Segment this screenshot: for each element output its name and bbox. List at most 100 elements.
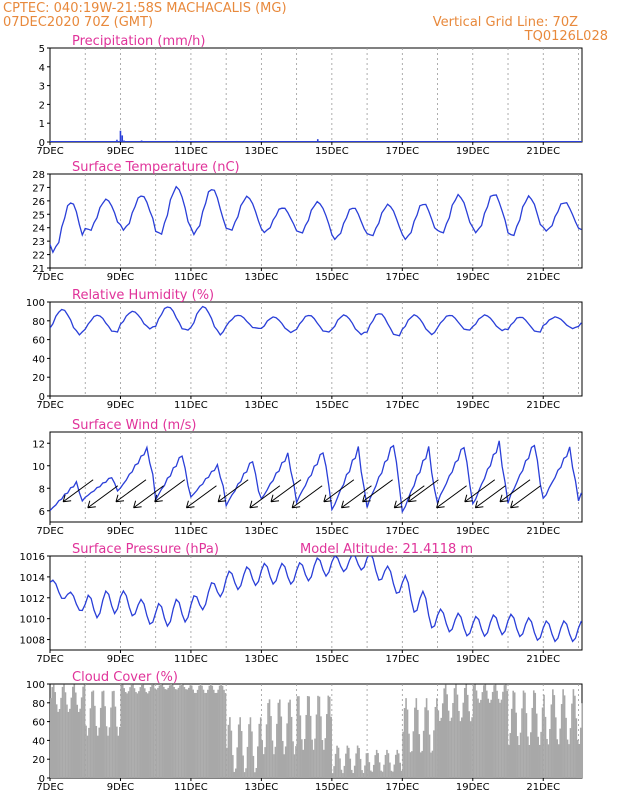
cloud-bar: [342, 773, 344, 778]
y-tick-label: 0: [39, 138, 45, 149]
cloud-bar: [474, 684, 476, 778]
cloud-bar: [299, 715, 302, 778]
precip-bar: [121, 135, 124, 142]
cloud-bar: [189, 685, 192, 778]
cloud-bar: [485, 690, 488, 778]
wind-arrow: [464, 479, 496, 503]
cloud-bar: [562, 689, 564, 778]
cloud-bar: [368, 762, 371, 778]
x-tick-label: 11DEC: [174, 400, 208, 411]
x-tick-label: 11DEC: [174, 526, 208, 537]
cloud-bar: [118, 727, 121, 778]
cloud-bar: [270, 716, 272, 778]
cloud-bar: [334, 753, 337, 778]
cloud-bar: [456, 694, 459, 778]
x-tick-label: 19DEC: [456, 654, 490, 665]
cloud-bar: [221, 685, 224, 778]
panel-title: Cloud Cover (%): [72, 670, 178, 685]
cloud-bar: [324, 738, 327, 778]
cloud-bar: [331, 773, 334, 778]
cloud-bar: [217, 689, 219, 778]
cloud-bar: [386, 749, 388, 778]
cloud-bar: [383, 764, 385, 778]
cloud-bar: [148, 691, 150, 778]
cloud-bar: [215, 692, 218, 778]
cloud-bar: [287, 702, 290, 778]
cloud-bar: [403, 708, 406, 778]
cloud-bar: [187, 687, 190, 778]
wind-arrow: [249, 485, 281, 509]
cloud-bar: [214, 692, 217, 778]
cloud-bar: [513, 692, 516, 778]
cloud-bar: [121, 684, 124, 778]
cloud-bar: [519, 732, 522, 778]
x-tick-label: 19DEC: [456, 146, 490, 157]
cloud-bar: [524, 692, 526, 778]
cloud-bar: [198, 685, 200, 778]
cloud-bar: [434, 706, 437, 778]
wind-arrow-head: [217, 494, 227, 503]
cloud-bar: [544, 716, 547, 778]
cloud-bar: [99, 707, 102, 778]
cloud-bar: [240, 731, 243, 778]
cloud-bar: [353, 765, 356, 778]
cloud-bar: [262, 754, 265, 778]
cloud-bar: [145, 692, 148, 778]
wind-arrow: [291, 485, 323, 509]
cloud-bar: [362, 772, 365, 778]
cloud-bar: [378, 762, 381, 778]
y-tick-label: 2: [39, 100, 45, 111]
x-tick-label: 17DEC: [385, 272, 419, 283]
cloud-bar: [336, 745, 338, 778]
cloud-bar: [418, 734, 421, 778]
cloud-bar: [67, 711, 70, 778]
cloud-bar: [173, 686, 175, 778]
cloud-bar: [408, 733, 410, 778]
cloud-bar: [496, 690, 498, 778]
cloud-bar: [563, 695, 566, 778]
cloud-bar: [506, 690, 509, 778]
cloud-bar: [443, 688, 446, 778]
cloud-bar: [164, 689, 167, 778]
cloud-bar: [333, 766, 335, 778]
x-tick-label: 9DEC: [107, 146, 134, 157]
cloud-bar: [502, 691, 504, 778]
x-tick-label: 13DEC: [245, 654, 279, 665]
panel-rh: 7DEC 9DEC 11DEC 13DEC 15DEC 17DEC 19DEC 21DEC 0 2…: [26, 288, 583, 411]
cloud-bar: [165, 689, 168, 778]
cloud-bar: [491, 691, 494, 778]
cloud-bar: [462, 702, 465, 778]
cloud-bar: [267, 703, 269, 778]
panel-title: Surface Wind (m/s): [72, 418, 196, 433]
cloud-bar: [274, 746, 277, 778]
y-tick-label: 12: [32, 439, 45, 450]
y-tick-label: 100: [26, 298, 45, 309]
cloud-bar: [237, 724, 240, 778]
x-tick-label: 13DEC: [245, 400, 279, 411]
cloud-bar: [552, 689, 554, 778]
cloud-bar: [557, 744, 560, 778]
cloud-bar: [73, 684, 76, 778]
cloud-bar: [364, 765, 366, 778]
cloud-bar: [377, 753, 379, 778]
cloud-bar: [569, 728, 572, 778]
cloud-bar: [212, 689, 215, 778]
wind-arrow-head: [340, 500, 350, 509]
cloud-bar: [419, 752, 422, 778]
x-tick-label: 21DEC: [526, 272, 560, 283]
cloud-bar: [163, 686, 165, 778]
cloud-bar: [92, 690, 95, 778]
y-tick-label: 3: [39, 82, 45, 93]
cloud-bar: [349, 758, 352, 778]
x-tick-label: 9DEC: [107, 526, 134, 537]
cloud-bar: [124, 691, 127, 778]
cloud-bar: [114, 706, 117, 778]
cloud-bar: [406, 709, 409, 778]
cloud-bar: [446, 694, 448, 778]
cloud-bar: [226, 747, 228, 778]
cloud-bar: [167, 687, 170, 778]
cloud-bar: [108, 727, 111, 778]
cloud-bar: [535, 713, 538, 778]
cloud-bar: [436, 698, 438, 778]
wind-arrow: [362, 479, 393, 503]
